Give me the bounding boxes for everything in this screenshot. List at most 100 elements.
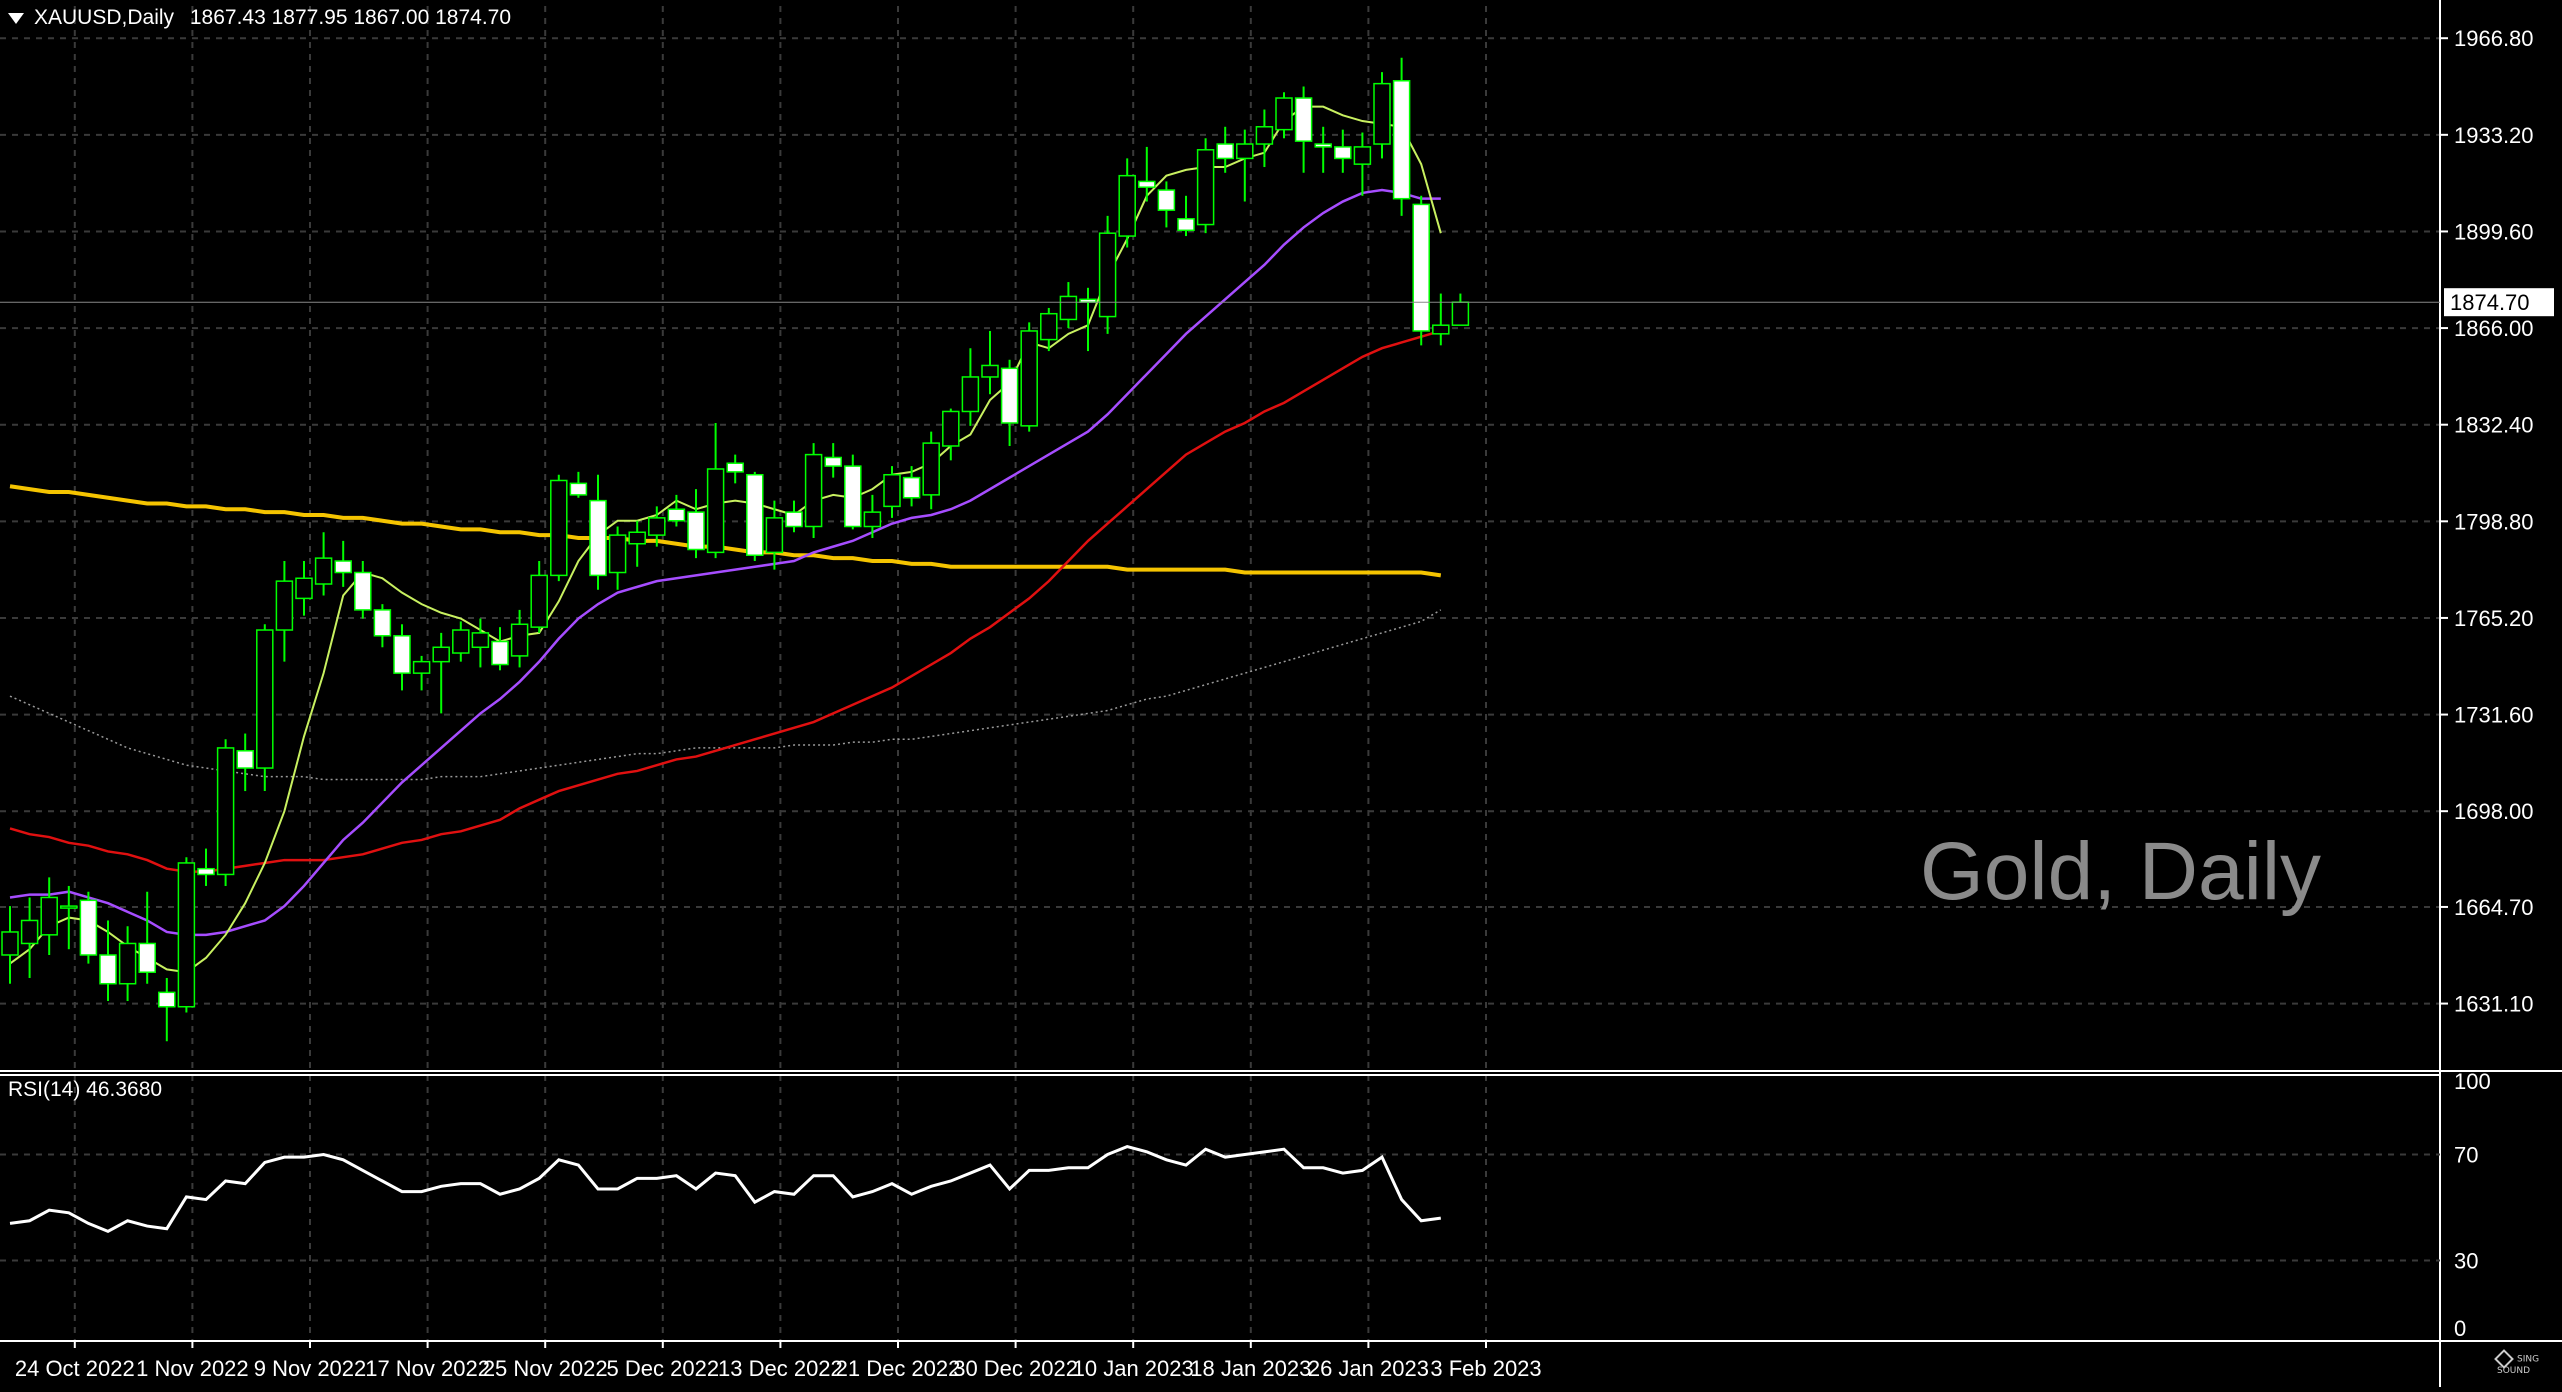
candle-bear[interactable] — [687, 511, 705, 551]
x-tick-label: 25 Nov 2022 — [483, 1356, 608, 1381]
candle-bear[interactable] — [1412, 203, 1430, 332]
candle-bull[interactable] — [961, 376, 980, 413]
candle-bull[interactable] — [118, 942, 137, 985]
candle-bull[interactable] — [1353, 146, 1372, 165]
candle-bull[interactable] — [40, 896, 58, 936]
candle-bear[interactable] — [569, 482, 588, 496]
y-tick-label: 1798.80 — [2454, 509, 2534, 534]
candle-bear[interactable] — [99, 954, 117, 985]
candle-bear[interactable] — [824, 456, 842, 467]
candle-bull[interactable] — [804, 453, 823, 528]
y-tick-label: 1933.20 — [2454, 123, 2534, 148]
candle-bear[interactable] — [158, 991, 176, 1008]
ma-mid-line — [9, 188, 1441, 937]
candle-bull[interactable] — [922, 442, 940, 496]
candle-bull[interactable] — [1040, 312, 1058, 341]
candle-bull[interactable] — [412, 660, 431, 674]
y-tick-label: 1765.20 — [2454, 606, 2534, 631]
rsi-tick-label: 0 — [2454, 1316, 2466, 1341]
x-tick-label: 17 Nov 2022 — [365, 1356, 490, 1381]
candle-bull[interactable] — [216, 747, 235, 876]
candle-bear[interactable] — [589, 499, 607, 577]
candle-bear[interactable] — [1314, 143, 1332, 148]
candle-bull[interactable] — [1432, 324, 1450, 335]
candle-bear[interactable] — [138, 942, 156, 973]
ohlc-values: 1867.43 1877.95 1867.00 1874.70 — [189, 6, 512, 29]
x-tick-label: 24 Oct 2022 — [15, 1356, 135, 1381]
candle-bull[interactable] — [177, 862, 196, 1008]
candle-bear[interactable] — [1392, 80, 1411, 200]
candle-bear[interactable] — [236, 750, 254, 769]
candle-bull[interactable] — [256, 629, 274, 769]
candle-bear[interactable] — [1138, 180, 1156, 188]
candle-bull[interactable] — [648, 517, 666, 536]
ma-slow-line — [9, 329, 1442, 873]
x-tick-label: 1 Nov 2022 — [136, 1356, 249, 1381]
rsi-tick-label: 30 — [2454, 1249, 2478, 1274]
candle-bull[interactable] — [432, 646, 450, 663]
candle-bear[interactable] — [491, 640, 509, 666]
candle-bear[interactable] — [746, 473, 764, 557]
candle-bull[interactable] — [1275, 97, 1293, 131]
candle-bull[interactable] — [1373, 82, 1391, 145]
candle-bull[interactable] — [863, 511, 882, 528]
candle-bull[interactable] — [1236, 143, 1254, 160]
candle-bear[interactable] — [726, 462, 744, 473]
candle-bull[interactable] — [1, 931, 19, 956]
candle-bull[interactable] — [471, 632, 490, 649]
candle-bull[interactable] — [883, 473, 901, 508]
candle-bull[interactable] — [295, 577, 313, 600]
candle-bear[interactable] — [844, 465, 862, 528]
y-tick-label: 1698.00 — [2454, 799, 2534, 824]
candle-bear[interactable] — [354, 571, 372, 611]
x-tick-label: 26 Jan 2023 — [1308, 1356, 1429, 1381]
candle-bull[interactable] — [275, 580, 294, 631]
candle-bull[interactable] — [942, 410, 960, 447]
candle-bull[interactable] — [1196, 149, 1215, 226]
candle-bull[interactable] — [981, 364, 999, 378]
candle-bear[interactable] — [1177, 218, 1195, 232]
logo-text: SING SOUND — [2497, 1354, 2540, 1376]
ma-long-line — [9, 484, 1442, 578]
candle-bear[interactable] — [1334, 146, 1352, 160]
candle-bull[interactable] — [510, 623, 529, 657]
candle-bull[interactable] — [1255, 126, 1274, 145]
candle-bear[interactable] — [902, 476, 921, 499]
candle-bull[interactable] — [628, 531, 646, 545]
candle-bear[interactable] — [197, 867, 215, 876]
rsi-tick-label: 100 — [2454, 1069, 2491, 1094]
candle-bull[interactable] — [1098, 232, 1117, 318]
candle-bull[interactable] — [1020, 330, 1038, 427]
y-tick-label: 1899.60 — [2454, 219, 2534, 244]
candle-bull[interactable] — [20, 919, 39, 945]
candle-bull[interactable] — [1059, 295, 1078, 321]
y-tick-label: 1866.00 — [2454, 316, 2534, 341]
candle-bear[interactable] — [1216, 143, 1234, 160]
candle-bear[interactable] — [373, 609, 392, 637]
candle-bull[interactable] — [765, 517, 784, 554]
x-tick-label: 30 Dec 2022 — [953, 1356, 1078, 1381]
candle-bear[interactable] — [667, 508, 686, 522]
dropdown-arrow-icon[interactable] — [8, 12, 24, 24]
candle-bull[interactable] — [550, 479, 568, 577]
candle-bull[interactable] — [452, 629, 470, 654]
candle-bull[interactable] — [706, 468, 725, 554]
candle-bull[interactable] — [60, 905, 78, 909]
candle-bear[interactable] — [1000, 367, 1019, 424]
candle-bear[interactable] — [334, 560, 352, 574]
candle-bear[interactable] — [1294, 97, 1313, 142]
candle-bear[interactable] — [79, 899, 98, 956]
candle-bull[interactable] — [1451, 301, 1470, 326]
candle-bear[interactable] — [785, 511, 803, 528]
candle-bull[interactable] — [530, 574, 548, 628]
y-tick-label: 1664.70 — [2454, 895, 2534, 920]
candle-bull[interactable] — [314, 557, 333, 585]
rsi-label: RSI(14) 46.3680 — [8, 1078, 163, 1101]
candle-bull[interactable] — [608, 534, 627, 574]
candle-bull[interactable] — [1118, 174, 1136, 237]
candle-bear[interactable] — [1157, 189, 1176, 211]
rsi-line — [9, 1144, 1442, 1234]
candle-bear[interactable] — [393, 635, 411, 674]
